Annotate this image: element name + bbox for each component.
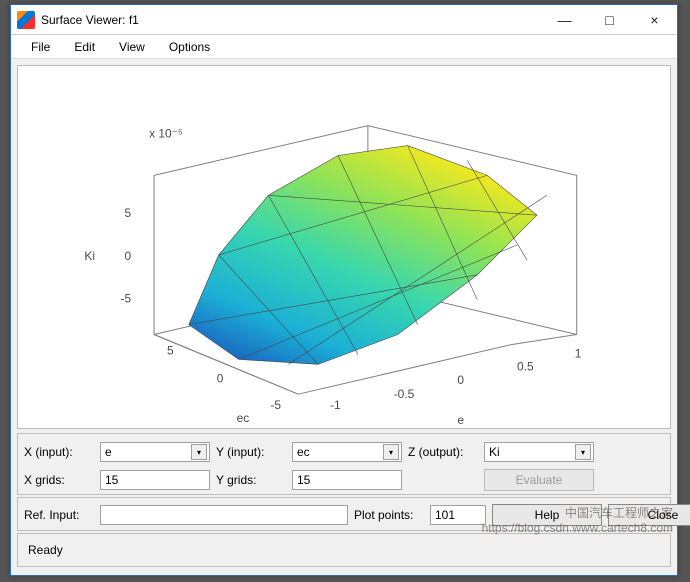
svg-text:0.5: 0.5 [517,359,534,373]
plot-points-label: Plot points: [354,508,424,522]
menu-view[interactable]: View [109,38,155,56]
ref-input-label: Ref. Input: [24,508,94,522]
menu-bar: File Edit View Options [11,35,677,59]
io-panel: X (input): e▾ Y (input): ec▾ Z (output):… [17,433,671,495]
menu-edit[interactable]: Edit [64,38,105,56]
maximize-button[interactable]: □ [587,5,632,35]
status-bar: Ready [17,533,671,567]
svg-text:0: 0 [125,249,132,263]
svg-text:5: 5 [167,343,174,357]
svg-text:1: 1 [575,346,582,360]
x-input-label: X (input): [24,445,94,459]
title-bar[interactable]: Surface Viewer: f1 — □ × [11,5,677,35]
ref-panel: Ref. Input: Plot points: 101 Help Close [17,497,671,531]
close-window-button[interactable]: × [632,5,677,35]
z-output-combo[interactable]: Ki▾ [484,442,594,462]
z-axis-label: Ki [84,249,95,263]
y-grids-label: Y grids: [216,473,286,487]
svg-text:-1: -1 [330,398,341,412]
chevron-down-icon: ▾ [191,444,207,460]
chevron-down-icon: ▾ [383,444,399,460]
y-input-label: Y (input): [216,445,286,459]
help-button[interactable]: Help [492,504,602,526]
window-title: Surface Viewer: f1 [41,13,139,27]
svg-text:0: 0 [457,373,464,387]
x-grids-label: X grids: [24,473,94,487]
svg-text:-0.5: -0.5 [394,387,415,401]
svg-text:5: 5 [125,206,132,220]
minimize-button[interactable]: — [542,5,587,35]
x-input-combo[interactable]: e▾ [100,442,210,462]
svg-text:-5: -5 [121,292,132,306]
ref-input-field[interactable] [100,505,348,525]
svg-text:0: 0 [217,371,224,385]
y-grids-field[interactable]: 15 [292,470,402,490]
close-button[interactable]: Close [608,504,690,526]
y-input-combo[interactable]: ec▾ [292,442,402,462]
z-scale-label: x 10⁻⁵ [149,127,183,141]
status-text: Ready [28,543,660,557]
chevron-down-icon: ▾ [575,444,591,460]
y-axis-label: ec [237,411,250,425]
surface-plot[interactable]: x 10⁻⁵ Ki ec e 5 0 -5 5 0 -5 -1 -0.5 0 0… [17,65,671,429]
svg-text:-5: -5 [270,398,281,412]
x-grids-field[interactable]: 15 [100,470,210,490]
x-axis-label: e [457,413,464,427]
evaluate-button[interactable]: Evaluate [484,469,594,491]
app-icon [17,11,35,29]
surface-viewer-window: Surface Viewer: f1 — □ × File Edit View … [10,4,678,576]
menu-options[interactable]: Options [159,38,220,56]
plot-points-field[interactable]: 101 [430,505,486,525]
z-output-label: Z (output): [408,445,478,459]
menu-file[interactable]: File [21,38,60,56]
